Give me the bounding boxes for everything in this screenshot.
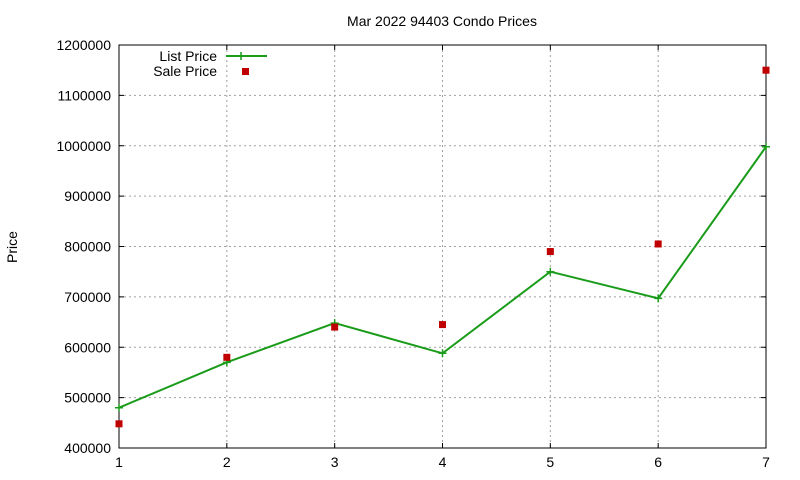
legend-label-sale-price: Sale Price: [153, 63, 217, 79]
y-tick-label: 500000: [64, 390, 111, 406]
sale-price-point: [223, 353, 231, 361]
y-tick-label: 600000: [64, 339, 111, 355]
grid-layer: [119, 45, 766, 448]
x-tick-label: 2: [223, 454, 231, 470]
legend-marker-sale-price: [242, 68, 249, 75]
chart-title: Mar 2022 94403 Condo Prices: [347, 13, 537, 29]
x-tick-label: 7: [762, 454, 770, 470]
list-price-point: [546, 267, 555, 276]
legend: List Price Sale Price: [153, 48, 267, 79]
series-layer: [115, 66, 770, 428]
x-tick-label: 1: [115, 454, 123, 470]
legend-marker-list-price: [237, 52, 245, 60]
y-tick-label: 700000: [64, 289, 111, 305]
y-tick-label: 1000000: [56, 138, 111, 154]
y-tick-label: 900000: [64, 188, 111, 204]
list-price-point: [654, 294, 663, 303]
legend-label-list-price: List Price: [159, 48, 217, 64]
tick-layer: 1 2 3 4 5 6 7 400000 500000 600000 700000 800000 900…: [56, 37, 770, 470]
sale-price-point: [331, 323, 339, 331]
list-price-point: [762, 142, 770, 151]
sale-price-point: [439, 321, 446, 329]
sale-price-point: [115, 420, 123, 428]
list-price-point: [438, 349, 447, 358]
sale-price-point: [546, 248, 554, 256]
x-tick-label: 6: [654, 454, 662, 470]
x-tick-label: 3: [331, 454, 339, 470]
x-tick-label: 4: [439, 454, 447, 470]
list-price-point: [115, 403, 123, 412]
x-tick-label: 5: [546, 454, 554, 470]
y-tick-label: 800000: [64, 239, 111, 255]
y-tick-label: 1100000: [58, 87, 112, 103]
y-axis-label: Price: [4, 231, 20, 263]
y-tick-label: 400000: [64, 440, 111, 456]
sale-price-point: [762, 66, 770, 74]
sale-price-point: [654, 240, 662, 248]
y-tick-label: 1200000: [56, 37, 111, 53]
plot-frame: [118, 44, 767, 449]
